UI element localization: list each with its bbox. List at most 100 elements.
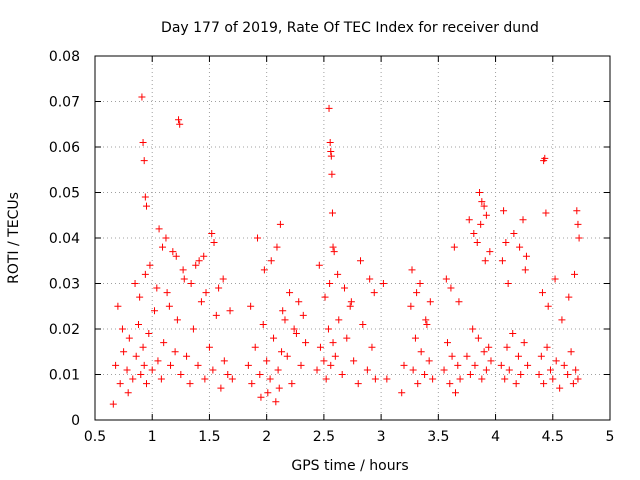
data-point-marker — [429, 375, 437, 383]
y-tick-label: 0.02 — [49, 322, 80, 338]
data-point-marker — [485, 343, 493, 351]
data-point-marker — [260, 266, 268, 274]
data-point-marker — [574, 375, 582, 383]
series-roti-points — [109, 93, 583, 408]
data-point-marker — [357, 257, 365, 265]
data-point-marker — [455, 298, 463, 306]
data-point-marker — [254, 234, 262, 242]
data-point-marker — [379, 280, 387, 287]
data-point-marker — [322, 375, 330, 383]
x-tick-label: 4 — [491, 429, 500, 445]
data-point-marker — [486, 248, 494, 256]
data-point-marker — [501, 375, 509, 383]
data-point-marker — [546, 366, 554, 374]
data-point-marker — [370, 289, 378, 297]
data-point-marker — [256, 371, 264, 378]
data-point-marker — [295, 298, 303, 306]
data-point-marker — [276, 220, 284, 228]
data-point-marker — [315, 261, 323, 269]
data-point-marker — [363, 366, 371, 374]
data-point-marker — [481, 257, 489, 265]
x-axis-title: GPS time / hours — [291, 458, 408, 474]
data-point-marker — [359, 320, 367, 328]
data-point-marker — [558, 316, 566, 324]
data-point-marker — [259, 320, 267, 328]
data-point-marker — [524, 361, 532, 369]
data-point-marker — [143, 202, 150, 210]
data-point-marker — [140, 157, 148, 165]
data-point-marker — [541, 154, 549, 162]
data-point-marker — [226, 307, 234, 315]
data-point-marker — [124, 389, 132, 397]
data-point-marker — [139, 138, 147, 146]
data-point-marker — [411, 334, 419, 342]
data-point-marker — [505, 366, 513, 374]
data-point-marker — [194, 361, 202, 369]
data-point-marker — [224, 371, 232, 378]
data-point-marker — [448, 352, 456, 360]
data-point-marker — [132, 352, 140, 360]
data-point-marker — [503, 343, 511, 351]
x-tick-label: 1 — [148, 429, 157, 445]
data-point-marker — [169, 248, 177, 256]
data-point-marker — [157, 375, 165, 383]
data-point-marker — [567, 348, 575, 356]
data-point-marker — [469, 325, 477, 333]
data-point-marker — [537, 352, 545, 360]
data-point-marker — [159, 243, 167, 251]
x-tick-label: 3 — [377, 429, 386, 445]
data-point-marker — [327, 152, 335, 160]
data-point-marker — [575, 234, 583, 242]
data-point-marker — [480, 348, 488, 356]
data-point-marker — [465, 216, 473, 224]
x-tick-label: 4.5 — [542, 429, 564, 445]
data-point-marker — [543, 343, 551, 351]
data-point-marker — [338, 371, 346, 378]
data-point-marker — [516, 243, 524, 251]
data-point-marker — [426, 298, 434, 306]
data-point-marker — [165, 302, 173, 310]
data-point-marker — [540, 380, 548, 388]
data-point-marker — [139, 343, 147, 351]
data-point-marker — [328, 170, 336, 178]
y-tick-label: 0.06 — [49, 140, 80, 156]
data-point-marker — [482, 211, 490, 219]
data-point-marker — [244, 361, 252, 369]
y-tick-label: 0 — [71, 413, 80, 429]
data-point-marker — [200, 252, 208, 260]
data-point-marker — [172, 252, 180, 260]
data-point-marker — [335, 316, 343, 324]
data-point-marker — [125, 334, 133, 342]
data-point-marker — [186, 380, 194, 388]
data-point-marker — [522, 252, 530, 260]
data-point-marker — [320, 357, 328, 365]
data-point-marker — [187, 280, 195, 287]
data-point-marker — [116, 380, 124, 388]
data-point-marker — [473, 239, 481, 247]
data-point-marker — [220, 357, 228, 365]
data-point-marker — [177, 371, 185, 378]
y-tick-label: 0.03 — [49, 277, 80, 293]
data-point-marker — [197, 298, 205, 306]
data-point-marker — [414, 380, 422, 388]
data-point-marker — [450, 243, 458, 251]
data-point-marker — [422, 316, 430, 324]
data-point-marker — [202, 289, 210, 297]
data-point-marker — [131, 280, 139, 287]
y-tick-label: 0.08 — [49, 49, 80, 65]
data-point-marker — [327, 361, 335, 369]
data-point-marker — [112, 361, 120, 369]
data-point-marker — [192, 261, 200, 269]
data-point-marker — [571, 270, 579, 278]
data-point-marker — [163, 289, 171, 297]
x-tick-label: 3.5 — [427, 429, 449, 445]
data-point-marker — [350, 357, 358, 365]
data-point-marker — [148, 366, 156, 374]
data-point-marker — [466, 371, 474, 378]
data-point-marker — [446, 380, 454, 388]
data-point-marker — [421, 371, 429, 378]
data-point-marker — [228, 375, 236, 383]
data-point-marker — [569, 380, 577, 388]
data-point-marker — [273, 243, 281, 251]
